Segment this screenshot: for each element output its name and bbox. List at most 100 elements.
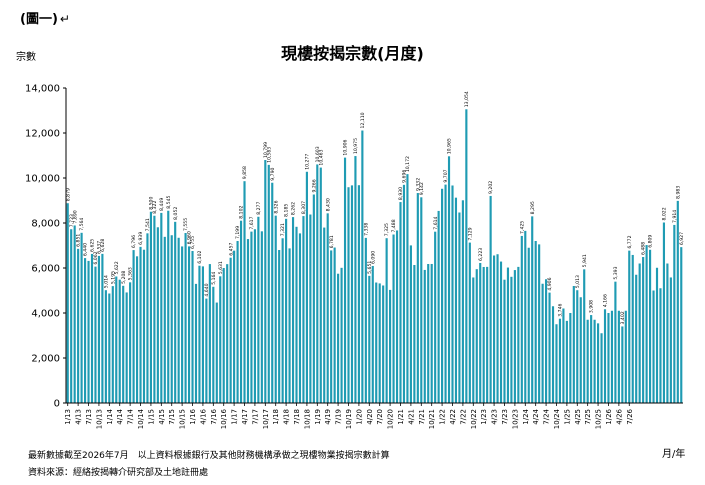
bar-3/14 bbox=[115, 276, 118, 403]
bar-9/15 bbox=[177, 237, 180, 403]
data-label: 7,321 bbox=[280, 223, 286, 236]
bar-2/15 bbox=[153, 215, 156, 403]
x-tick-label: 7/15 bbox=[168, 409, 176, 425]
bar-2/26 bbox=[610, 310, 614, 403]
bar-6/13 bbox=[83, 258, 87, 403]
bar-1/26 bbox=[607, 313, 610, 403]
x-tick-label: 7/24 bbox=[543, 408, 551, 424]
bar-3/26 bbox=[614, 281, 617, 403]
footnote-data-note: 最新數據截至2026年7月 以上資料根據銀行及其他財務機構承做之現樓物業按揭宗數… bbox=[28, 451, 390, 461]
bar-8/21 bbox=[423, 269, 426, 403]
data-label: 6,625 bbox=[90, 239, 96, 252]
bar-7/25 bbox=[586, 319, 589, 403]
bar-undefined bbox=[652, 290, 655, 403]
bar-9/20 bbox=[385, 238, 388, 403]
data-label: 5,393 bbox=[613, 266, 619, 279]
bar-4/15 bbox=[160, 212, 163, 403]
bar-4/20 bbox=[368, 275, 371, 403]
y-tick-label: 12,000 bbox=[25, 129, 60, 140]
bar-8/19 bbox=[340, 267, 343, 403]
bar-11/24 bbox=[558, 318, 562, 403]
x-tick-label: 4/23 bbox=[491, 409, 499, 425]
data-label: 10,965 bbox=[447, 138, 453, 154]
data-label: 8,500 bbox=[149, 197, 155, 210]
bar-7/24 bbox=[545, 279, 548, 403]
x-tick-label: 4/22 bbox=[449, 409, 457, 425]
x-tick-label: 1/15 bbox=[147, 409, 155, 425]
data-label: 10,277 bbox=[305, 154, 311, 170]
bar-6/21 bbox=[416, 193, 419, 403]
bar-5/20 bbox=[371, 265, 374, 403]
data-label: 9,266 bbox=[311, 179, 317, 192]
bar-6/19 bbox=[333, 247, 336, 403]
data-label: 6,102 bbox=[197, 250, 203, 263]
data-label: 8,879 bbox=[65, 188, 71, 201]
x-tick-label: 4/15 bbox=[158, 409, 166, 425]
bar-11/17 bbox=[267, 164, 270, 403]
data-label: 7,199 bbox=[235, 226, 241, 239]
bar-11/23 bbox=[517, 266, 520, 404]
x-tick-label: 4/14 bbox=[116, 408, 124, 424]
bar-1/22 bbox=[441, 188, 444, 403]
x-tick-label: 1/17 bbox=[231, 409, 239, 425]
bar-3/13 bbox=[73, 225, 76, 403]
bar-4/23 bbox=[493, 255, 496, 403]
bar-4/21 bbox=[409, 245, 412, 403]
data-label: 6,062 bbox=[93, 251, 99, 264]
bar-4/13 bbox=[77, 248, 80, 403]
data-label: 6,488 bbox=[641, 242, 647, 255]
bar-undefined bbox=[662, 222, 666, 403]
bar-undefined bbox=[649, 249, 652, 403]
data-label: 7,914 bbox=[672, 210, 678, 223]
data-label: 6,457 bbox=[228, 242, 234, 255]
x-tick-label: 4/24 bbox=[532, 408, 540, 424]
data-label: 9,696 bbox=[402, 170, 408, 183]
data-label: 5,014 bbox=[103, 275, 109, 288]
bar-undefined bbox=[631, 254, 634, 403]
bar-undefined bbox=[680, 247, 683, 403]
bar-7/18 bbox=[295, 226, 298, 403]
x-tick-label: 7/19 bbox=[335, 409, 343, 425]
data-label: 8,262 bbox=[291, 202, 297, 215]
bar-1/25 bbox=[565, 320, 568, 404]
y-axis-unit-label: 宗數 bbox=[16, 52, 36, 63]
bar-11/16 bbox=[226, 264, 229, 403]
x-tick-label: 1/22 bbox=[439, 409, 447, 425]
x-tick-label: 4/16 bbox=[199, 408, 207, 424]
bar-3/16 bbox=[198, 265, 201, 403]
bar-5/17 bbox=[246, 239, 250, 403]
data-label: 8,295 bbox=[530, 201, 536, 214]
bar-1/24 bbox=[524, 230, 527, 403]
x-tick-label: 10/25 bbox=[595, 409, 603, 429]
data-label: 6,090 bbox=[370, 251, 376, 264]
bar-3/15 bbox=[156, 227, 159, 403]
data-label: 13,054 bbox=[464, 91, 470, 107]
bar-11/19 bbox=[350, 185, 354, 403]
bar-10/17 bbox=[264, 160, 267, 403]
data-label: 9,142 bbox=[419, 182, 425, 195]
data-label: 9,858 bbox=[242, 166, 248, 179]
data-label: 7,617 bbox=[249, 216, 255, 229]
data-label: 5,013 bbox=[575, 275, 581, 288]
data-label: 5,941 bbox=[582, 254, 588, 267]
data-label: 12,110 bbox=[360, 112, 366, 128]
x-tick-label: 1/23 bbox=[480, 409, 488, 425]
data-label: 8,449 bbox=[159, 198, 165, 211]
bar-10/13 bbox=[97, 255, 101, 403]
bar-8/13 bbox=[90, 253, 94, 403]
data-label: 10,906 bbox=[343, 139, 349, 155]
data-label: 8,322 bbox=[152, 201, 158, 214]
bar-10/14 bbox=[139, 246, 142, 403]
bar-5/22 bbox=[454, 197, 458, 403]
bar-7/17 bbox=[253, 229, 256, 403]
bar-11/13 bbox=[101, 253, 104, 403]
bar-12/19 bbox=[354, 156, 357, 403]
bar-8/20 bbox=[382, 285, 385, 403]
bar-11/18 bbox=[309, 214, 312, 403]
bar-10/16 bbox=[222, 268, 225, 403]
bar-8/23 bbox=[506, 267, 510, 403]
bar-12/18 bbox=[312, 194, 315, 403]
bar-8/17 bbox=[257, 216, 260, 403]
bar-6/25 bbox=[583, 269, 586, 403]
